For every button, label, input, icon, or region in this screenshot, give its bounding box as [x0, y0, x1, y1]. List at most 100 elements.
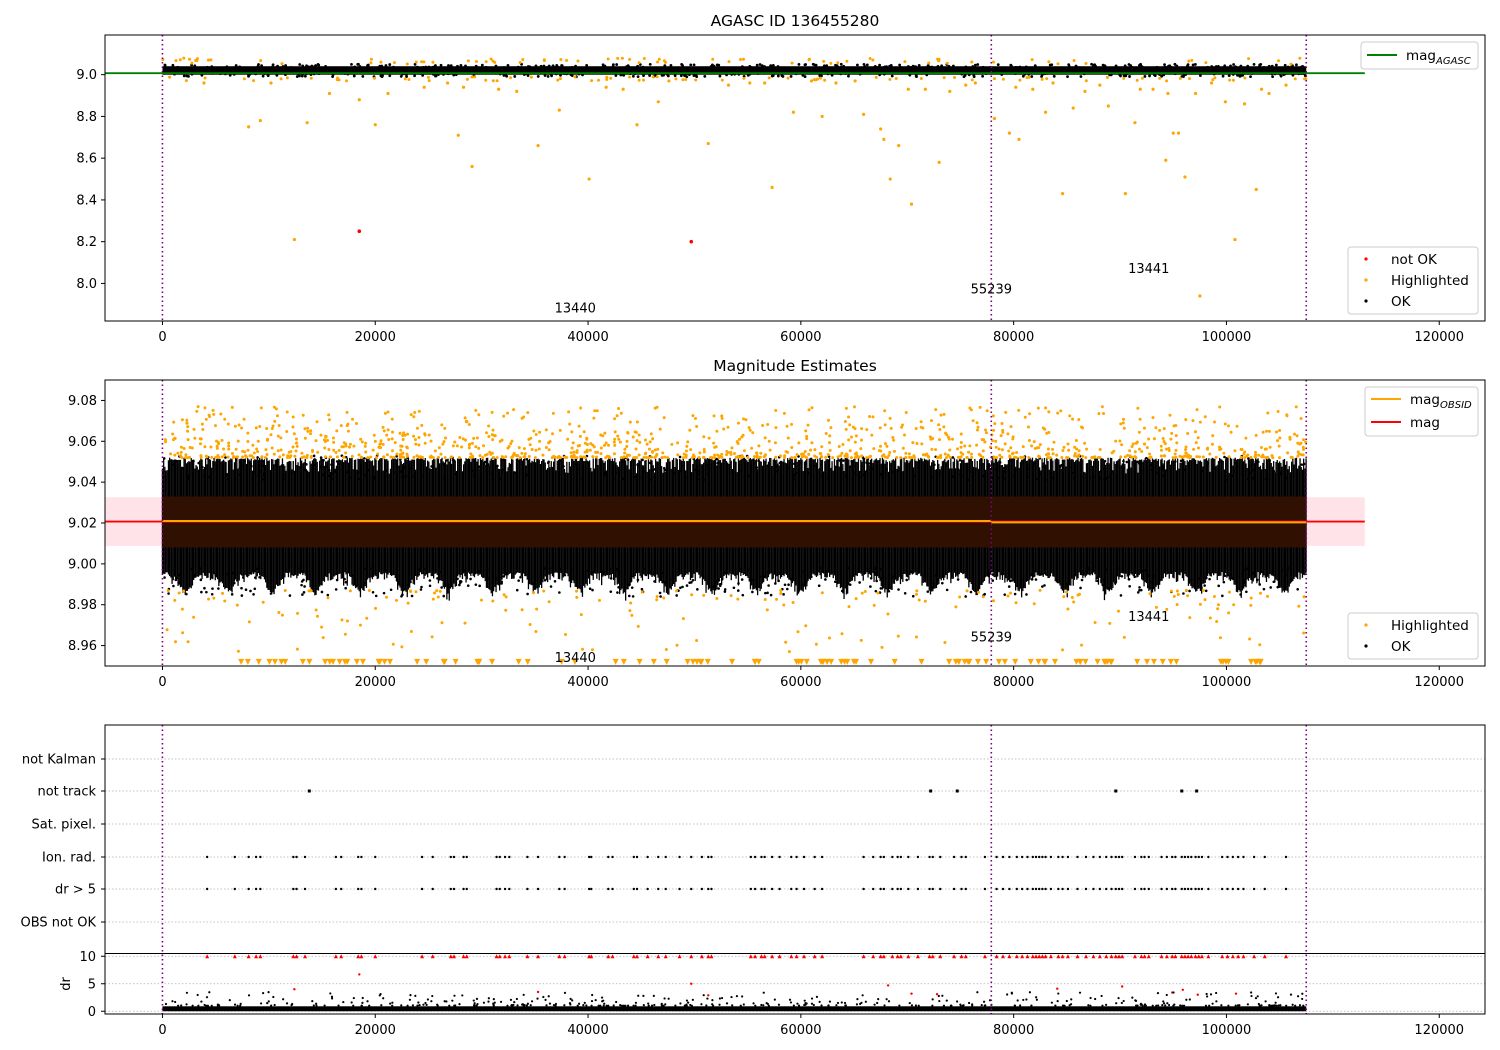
highlighted-point [810, 406, 814, 410]
ok-point [456, 64, 459, 68]
highlighted-point [523, 455, 527, 459]
highlighted-point [644, 455, 648, 459]
ok-point [301, 64, 305, 68]
ok-point [1032, 68, 1036, 72]
ok-point [588, 68, 591, 71]
dr-gt-5-marker [939, 887, 942, 891]
highlighted-point [199, 456, 203, 460]
ok-point [498, 477, 501, 481]
clipped-highlighted-marker [853, 658, 860, 665]
ok-point [1099, 470, 1103, 473]
ok-point [391, 66, 395, 70]
ok-point [345, 470, 348, 474]
highlighted-point [291, 445, 295, 449]
ok-point [773, 478, 776, 482]
ok-point [543, 578, 547, 582]
ok-point [1137, 462, 1141, 465]
highlighted-point [442, 440, 446, 444]
dr-ok-point [529, 1004, 532, 1007]
highlighted-point [860, 454, 864, 458]
highlighted-point [1066, 607, 1070, 611]
ok-point [239, 473, 242, 476]
highlighted-point [277, 424, 281, 428]
ok-point [1199, 74, 1202, 78]
ok-point [740, 65, 744, 68]
highlighted-point [1166, 91, 1170, 96]
highlighted-point [168, 75, 172, 79]
highlighted-point [604, 441, 608, 445]
highlighted-point [934, 448, 938, 452]
ion-rad-marker [1183, 855, 1187, 859]
x-tick-label: 20000 [355, 330, 396, 345]
ok-point [282, 473, 286, 477]
dr-gt-5-marker [1066, 887, 1070, 891]
ok-point [331, 69, 335, 73]
ok-point [1271, 67, 1275, 71]
highlighted-point [829, 426, 833, 430]
highlighted-point [309, 454, 313, 458]
ok-point [681, 585, 684, 589]
highlighted-point [930, 447, 934, 451]
ok-point [187, 474, 190, 478]
estimates-lines [105, 380, 1365, 666]
ok-point [905, 578, 909, 582]
highlighted-point [1169, 589, 1173, 593]
highlighted-point [804, 624, 808, 628]
highlighted-point [667, 79, 671, 83]
dr-clipped-marker [1199, 954, 1204, 959]
highlighted-point [1083, 89, 1087, 93]
highlighted-point [682, 456, 686, 460]
dr-ok-point [185, 991, 189, 994]
highlighted-point [1000, 421, 1004, 425]
highlighted-point [973, 81, 977, 85]
dr-ok-point [590, 1004, 593, 1007]
dr-ok-point [591, 993, 594, 997]
clipped-highlighted-marker [868, 658, 875, 665]
highlighted-point [632, 456, 636, 460]
dr-ok-point [1181, 1004, 1184, 1007]
highlighted-point [283, 588, 287, 592]
highlighted-point [1006, 432, 1010, 436]
ok-point [497, 582, 501, 586]
highlighted-point [400, 645, 404, 649]
x-tick-label: 60000 [780, 330, 821, 345]
ok-point [818, 74, 822, 78]
ok-point [1119, 594, 1123, 597]
dr-gt-5-marker [952, 887, 956, 891]
ok-point [1033, 462, 1037, 465]
ok-point [500, 67, 504, 71]
highlighted-point [559, 57, 563, 61]
highlighted-point [509, 442, 513, 446]
x-tick-label: 40000 [567, 675, 608, 690]
ok-point [653, 467, 657, 471]
ok-point [653, 573, 656, 576]
dr-gt-5-marker [259, 887, 262, 891]
ok-point [1291, 73, 1295, 77]
ion-rad-marker [1174, 855, 1177, 859]
ion-rad-marker [899, 855, 903, 859]
highlighted-point [1212, 595, 1216, 599]
highlighted-point [436, 595, 440, 599]
highlighted-point [708, 456, 712, 460]
ok-point [483, 460, 487, 464]
highlighted-point [431, 60, 435, 64]
highlighted-point [236, 455, 240, 459]
highlighted-point [1277, 59, 1281, 63]
highlighted-point [550, 456, 554, 460]
highlighted-point [670, 442, 674, 446]
dr-ok-point [530, 1000, 534, 1003]
dr-ok-point [864, 1000, 867, 1003]
clipped-highlighted-marker [690, 658, 697, 665]
highlighted-point [1121, 421, 1125, 425]
dr-ok-point [1205, 992, 1208, 996]
highlighted-point [163, 438, 167, 442]
ok-point [1245, 567, 1249, 571]
highlighted-point [305, 453, 309, 457]
y-tick-label: 9.08 [68, 394, 97, 409]
highlighted-point [1030, 58, 1034, 62]
highlighted-point [1148, 592, 1152, 596]
highlighted-point [246, 448, 250, 452]
ion-rad-marker [1207, 855, 1210, 859]
estimates-legend-upper: magOBSID mag [1364, 386, 1479, 437]
clipped-highlighted-marker [974, 658, 981, 665]
